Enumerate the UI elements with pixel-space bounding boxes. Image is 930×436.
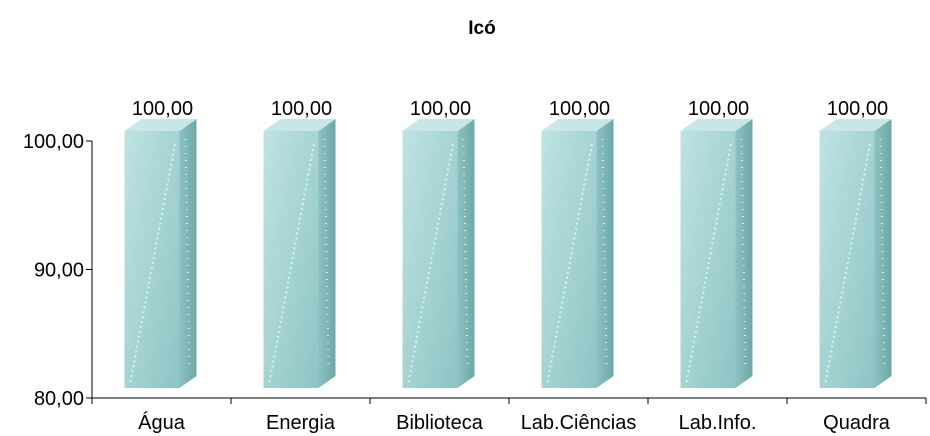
bar-sheen [129, 140, 177, 383]
bar [541, 119, 614, 388]
bars [124, 119, 892, 388]
x-tick-label: Lab.Info. [679, 412, 757, 434]
bar-side-face [179, 119, 197, 388]
y-tick-label: 100,00 [23, 131, 84, 153]
bar-top-face [402, 119, 475, 131]
x-tick-label: Água [138, 411, 186, 434]
y-tick-label: 90,00 [34, 260, 84, 282]
bar-front-face [541, 131, 597, 388]
bar-front-face [680, 131, 736, 388]
bar-side-face [596, 119, 614, 388]
bar-top-face [541, 119, 614, 131]
bar-top-face [680, 119, 753, 131]
bar-sheen [268, 140, 316, 383]
x-tick-label: Energia [266, 412, 336, 434]
bar-front-face [402, 131, 458, 388]
data-labels: 100,00 100,00 100,00 100,00 100,00 100,00 [132, 98, 888, 120]
bar-sheen [685, 140, 733, 383]
chart-title: Icó [468, 18, 495, 39]
x-tick-label: Lab.Ciências [521, 412, 637, 434]
x-tick-label: Quadra [823, 412, 891, 434]
data-label: 100,00 [271, 98, 332, 120]
bar-top-face [819, 119, 892, 131]
bar-front-face [263, 131, 319, 388]
data-label: 100,00 [827, 98, 888, 120]
bar [263, 119, 336, 388]
bar-side-face [457, 119, 475, 388]
data-label: 100,00 [410, 98, 471, 120]
bar-side-face [874, 119, 892, 388]
bar-top-face [263, 119, 336, 131]
bar-front-face [124, 131, 180, 388]
bar-sheen [546, 140, 594, 383]
bar-top-face [124, 119, 197, 131]
bar-sheen [824, 140, 872, 383]
x-tick-label: Biblioteca [396, 412, 484, 434]
bar-side-face [318, 119, 336, 388]
bar [819, 119, 892, 388]
bar [124, 119, 197, 388]
axes: 80,00 90,00 100,00 Água Energia Biblioteca Lab… [23, 131, 927, 434]
data-label: 100,00 [549, 98, 610, 120]
bar-sheen [407, 140, 455, 383]
data-label: 100,00 [688, 98, 749, 120]
bar-front-face [819, 131, 875, 388]
data-label: 100,00 [132, 98, 193, 120]
y-tick-label: 80,00 [34, 388, 84, 410]
bar [402, 119, 475, 388]
bar [680, 119, 753, 388]
bar-side-face [735, 119, 753, 388]
